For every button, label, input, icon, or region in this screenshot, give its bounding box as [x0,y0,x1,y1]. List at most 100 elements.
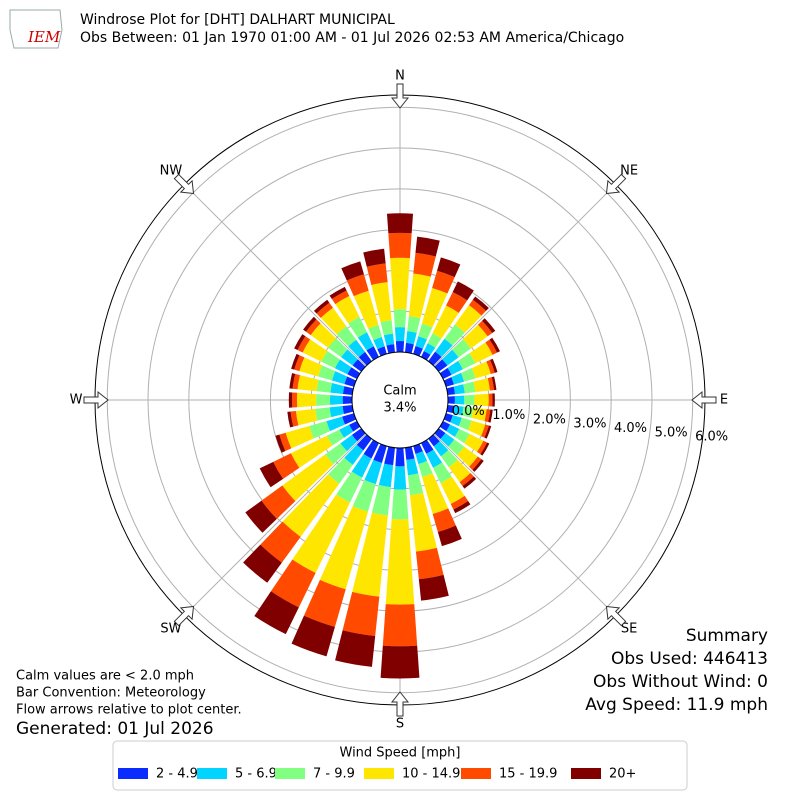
bar-segment [474,393,489,407]
bar-segment [315,407,332,421]
bar-segment [339,424,354,438]
bar-segment [351,453,372,478]
bar-segment [463,381,476,394]
bar-segment [351,428,366,442]
bar-segment [469,456,482,470]
bar-segment [366,346,379,361]
bar-segment [335,295,360,324]
bar-segment [472,296,489,311]
bar-segment [290,410,299,427]
bar-segment [460,368,476,382]
bar-segment [407,473,424,496]
bar-segment [326,429,344,446]
bar-segment [292,373,300,390]
legend-label: 20+ [609,767,636,782]
bar-segment [443,413,453,423]
compass-label: E [720,393,728,408]
bar-segment [415,336,427,349]
bar-segment [440,450,458,468]
bar-segment [344,376,357,387]
bar-segment [331,371,348,385]
bar-segment [480,442,490,456]
bar-segment [458,353,476,370]
compass-label: SE [621,622,637,637]
generated: Generated: 01 Jul 2026 [16,719,214,739]
bar-segment [328,338,348,358]
bar-segment [287,411,294,428]
bar-segment [451,372,465,385]
legend-label: 5 - 6.9 [235,767,277,782]
compass-label: NW [160,163,183,178]
bar-segment [348,339,366,358]
bar-segment [261,485,296,519]
spoke [433,183,617,367]
bar-segment [358,351,372,366]
bar-segment [245,500,277,533]
bar-segment [342,405,354,414]
bar-segment [395,447,405,467]
bar-segment [395,340,405,353]
bar-segment [243,544,282,583]
bar-segment [433,462,452,484]
bar-segment [328,457,353,484]
bar-segment [487,377,494,391]
spoke [183,183,367,367]
bar-segment [342,386,354,395]
summary-line: Obs Without Wind: 0 [593,672,768,692]
bar-segment [363,248,386,267]
legend-swatch [275,768,305,779]
bar-segment [453,405,464,416]
bar-segment [481,424,489,438]
bar-segment [321,351,340,369]
bar-segment [447,360,463,375]
legend-swatch [571,768,601,779]
bar-segment [418,460,433,478]
bar-segment [291,615,335,657]
bar-segment [302,339,328,362]
bar-segment [413,443,423,454]
bar-segment [437,525,462,547]
legend-label: 2 - 4.9 [156,767,198,782]
bar-segment [488,409,493,423]
bar-segment [353,290,379,329]
bar-segment [477,320,493,337]
bar-segment [330,383,345,395]
bar-segment [303,579,346,627]
bar-segment [485,339,498,355]
bar-segment [472,459,484,472]
bar-segment [393,466,407,490]
bar-segment [341,261,364,281]
bar-segment [418,574,449,601]
bar-segment [418,323,433,340]
bar-segment [331,290,350,305]
bar-segment [254,591,299,635]
bar-segment [405,331,417,345]
r-tick-label: 4.0% [614,421,647,436]
bar-segment [454,428,470,444]
bar-segment [273,453,300,479]
bar-segment [260,521,301,563]
bar-segment [371,282,392,323]
bar-segment [471,361,491,379]
bar-segment [378,463,394,488]
bar-segment [291,353,300,370]
bar-segment [306,319,321,336]
bar-segment [347,367,361,379]
bar-segment [336,471,363,503]
bar-segment [413,346,423,357]
bar-segment [490,358,498,373]
bar-segment [453,384,465,395]
bar-segment [437,257,461,278]
bar-segment [288,392,293,408]
bar-segment [309,421,331,439]
bar-segment [342,395,353,405]
bar-segment [329,286,347,299]
flow-arrow [390,691,410,717]
legend-label: 7 - 9.9 [313,767,355,782]
bar-segment [432,508,456,533]
bar-segment [448,439,465,456]
flow-arrow [83,390,109,410]
bar-segment [391,489,409,520]
flow-arrow [173,173,195,195]
bar-segment [303,316,317,332]
